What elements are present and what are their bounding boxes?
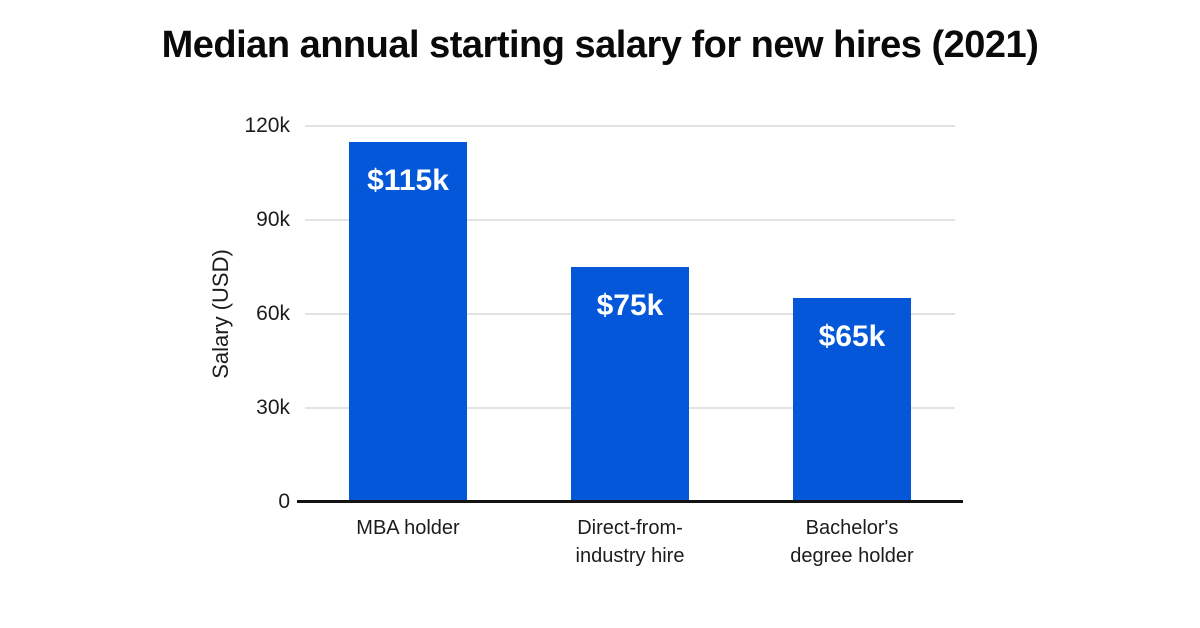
y-tick-label: 90k — [256, 208, 290, 231]
x-category-label: Bachelor's degree holder — [790, 517, 914, 567]
plot-area: $115k $75k $65k — [305, 125, 955, 502]
bar: $65k — [793, 298, 911, 502]
y-tick-label: 30k — [256, 396, 290, 419]
chart-title: Median annual starting salary for new hi… — [161, 24, 1039, 66]
x-axis-line — [297, 500, 963, 503]
bar: $75k — [571, 267, 689, 502]
bar-value-label: $65k — [818, 320, 886, 354]
gridline — [305, 125, 955, 127]
bar: $115k — [349, 141, 467, 502]
y-tick-label: 60k — [256, 302, 290, 325]
bar-value-label: $115k — [367, 163, 449, 197]
x-category-label: Direct-from- industry hire — [575, 517, 685, 567]
bar-value-label: $75k — [596, 289, 664, 322]
y-tick-label: 0 — [278, 490, 290, 513]
y-tick-label: 120k — [244, 114, 290, 137]
gridline — [305, 219, 955, 221]
x-category-label: MBA holder — [356, 517, 460, 539]
